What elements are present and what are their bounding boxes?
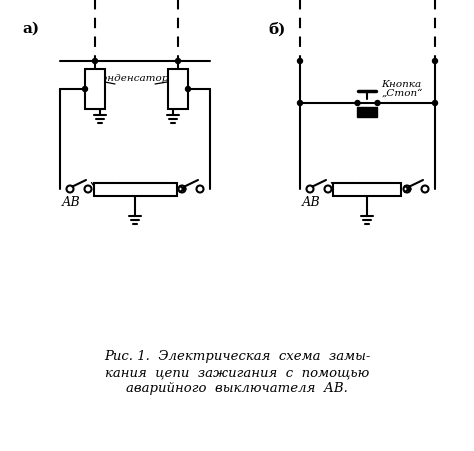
Circle shape xyxy=(82,87,88,92)
Bar xyxy=(334,183,401,196)
Circle shape xyxy=(432,101,438,106)
Text: а): а) xyxy=(22,22,39,36)
Circle shape xyxy=(432,60,438,64)
Text: Кнопка: Кнопка xyxy=(382,80,422,89)
Text: б): б) xyxy=(268,22,285,36)
Text: Конденсаторы: Конденсаторы xyxy=(93,74,177,83)
Text: АВ: АВ xyxy=(62,196,81,208)
Circle shape xyxy=(92,60,98,64)
Bar xyxy=(93,183,176,196)
Circle shape xyxy=(298,101,302,106)
Circle shape xyxy=(375,101,380,106)
Circle shape xyxy=(298,60,302,64)
Text: Рис. 1.  Электрическая  схема  замы-: Рис. 1. Электрическая схема замы- xyxy=(104,350,370,363)
Circle shape xyxy=(355,101,360,106)
Bar xyxy=(357,108,377,118)
Circle shape xyxy=(175,60,181,64)
Bar xyxy=(168,70,188,110)
Text: кания  цепи  зажигания  с  помощью: кания цепи зажигания с помощью xyxy=(105,366,369,379)
Bar xyxy=(85,70,105,110)
Text: АВ: АВ xyxy=(302,196,320,208)
Text: аварийного  выключателя  АВ.: аварийного выключателя АВ. xyxy=(126,382,348,395)
Text: „Стоп“: „Стоп“ xyxy=(382,89,423,98)
Circle shape xyxy=(185,87,191,92)
